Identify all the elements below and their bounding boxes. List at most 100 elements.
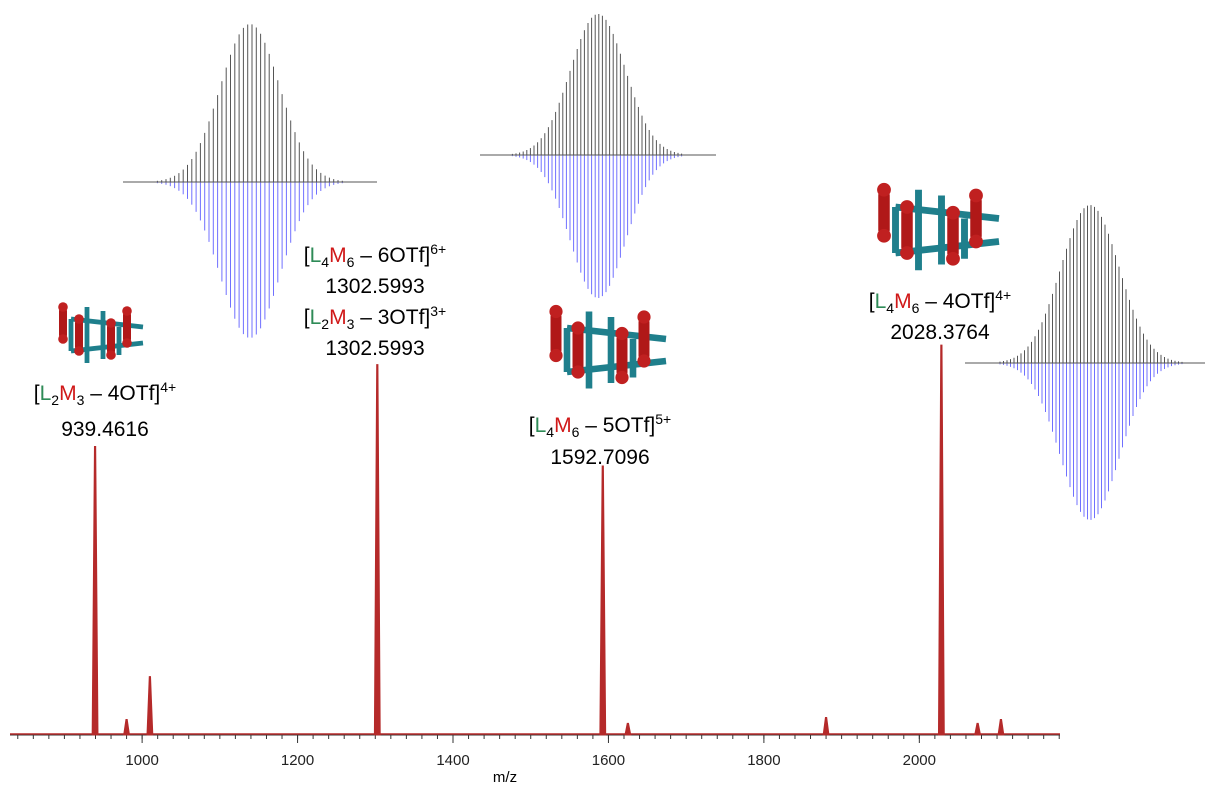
annotation-part: – 6OTf] [354,244,430,267]
cage-metal [947,212,959,259]
cage-node [877,228,891,243]
x-tick-label: 2000 [903,752,936,769]
cage-metal [878,189,890,236]
cage-node [637,354,651,368]
annotation-part: 4 [546,424,554,440]
annotation-part: M [894,290,912,313]
annotation-part: 3+ [430,303,446,319]
cage-node [74,346,84,356]
peak [937,344,945,736]
isotope-inset [480,14,716,298]
annotation-part: 4+ [995,287,1011,303]
annotation-part: M [329,244,347,267]
cage-node [106,350,116,360]
annotation-part: 6 [347,254,355,270]
peak [822,717,830,736]
annotation-part: M [59,382,77,405]
annotation-part: 4 [321,254,329,270]
peak [373,364,381,736]
annotation-part: 6 [912,300,920,316]
annotation-part: 4+ [160,379,176,395]
peak [974,722,982,736]
cage-node [900,246,914,260]
annotation-part: [ [529,414,535,437]
annotation-part: [ [304,306,310,329]
annotation-mz: 1302.5993 [325,275,424,298]
x-tick-label: 1600 [592,752,625,769]
annotation-part: [ [304,244,310,267]
cage-metal [970,195,982,242]
cage-node [58,302,68,312]
cage-icon [877,182,1000,271]
annotation-part: – 4OTf] [919,290,995,313]
x-tick-label: 1000 [125,752,158,769]
annotation-part: L [875,290,887,313]
annotation-formula: [L4M6 – 4OTf]4+ [869,287,1011,316]
cage-node [122,306,132,316]
cage-metal [901,207,913,253]
cage-node [74,314,84,324]
annotation-mz: 1592.7096 [550,446,649,469]
cage-metal [550,311,562,356]
cage-icon [549,304,667,389]
cage-node [637,310,651,324]
cage-metal [59,307,67,339]
annotation-formula: [L2M3 – 3OTf]3+ [304,303,446,332]
annotation-part: 5+ [655,411,671,427]
cage-metal [638,317,650,361]
cage-node [571,365,585,379]
cage-node [549,304,563,319]
annotation-mz: 2028.3764 [890,321,990,344]
annotation-part: 6+ [430,241,446,257]
cage-node [122,338,132,348]
annotation-mz: 1302.5993 [325,337,424,360]
annotation-part: 2 [51,392,59,408]
peak [91,446,99,736]
annotation-formula: [L4M6 – 6OTf]6+ [304,241,446,270]
cage-node [549,348,563,363]
cage-node [969,234,983,249]
peak [624,722,632,736]
cage-node [615,370,629,385]
annotation-part: L [535,414,547,437]
annotation-part: L [40,382,52,405]
annotation-part: 6 [572,424,580,440]
cage-node [58,334,68,344]
annotation-part: 3 [347,316,355,332]
cage-node [946,251,960,266]
cage-node [877,182,891,197]
cage-metal [616,333,628,378]
annotation-formula: [L2M3 – 4OTf]4+ [34,379,176,408]
cage-node [946,205,960,220]
x-tick-label: 1800 [747,752,780,769]
annotation-formula: [L4M6 – 5OTf]5+ [529,411,671,440]
peak [599,465,607,736]
annotation-part: – 4OTf] [84,382,160,405]
isotope-inset [965,205,1205,520]
annotation-part: – 5OTf] [579,414,655,437]
peak [997,719,1005,736]
annotation-part: M [554,414,572,437]
annotation-part: 2 [321,316,329,332]
cage-metal [107,323,115,355]
cage-node [615,326,629,341]
peak [146,676,154,736]
cage-node [900,200,914,214]
cage-icon [58,302,144,364]
x-tick-label: 1200 [281,752,314,769]
annotation-mz: 939.4616 [61,418,149,441]
isotope-inset [123,24,377,338]
annotation-part: 4 [886,300,894,316]
annotation-part: L [310,244,322,267]
annotation-part: [ [869,290,875,313]
annotation-part: M [329,306,347,329]
cage-metal [572,328,584,372]
x-tick-label: 1400 [436,752,469,769]
cage-node [106,318,116,328]
x-axis-label: m/z [493,769,517,786]
annotation-part: L [310,306,322,329]
annotation-part: – 3OTf] [354,306,430,329]
cage-metal [75,319,83,351]
